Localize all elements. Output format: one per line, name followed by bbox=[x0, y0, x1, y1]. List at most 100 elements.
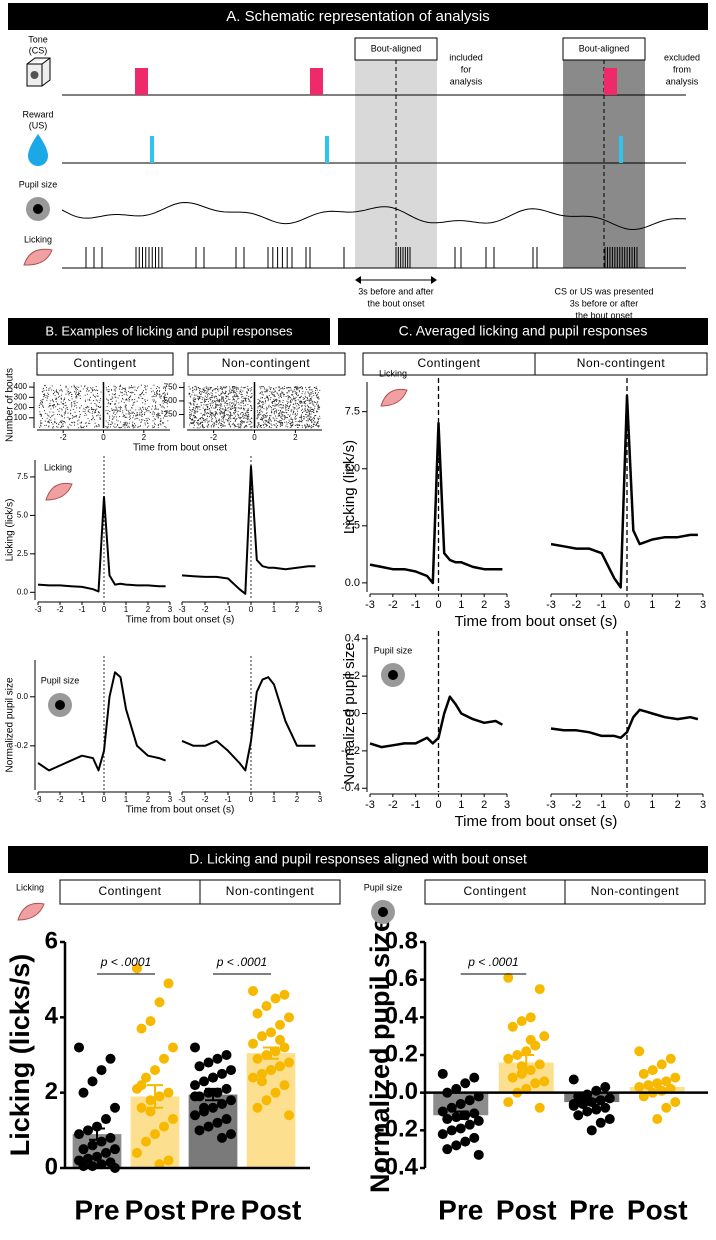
raster-dot bbox=[198, 392, 200, 394]
raster-dot bbox=[299, 420, 302, 422]
raster-dot bbox=[316, 403, 318, 405]
raster-dot bbox=[162, 402, 164, 404]
raster-dot bbox=[265, 415, 267, 417]
raster-dot bbox=[95, 399, 97, 401]
raster-dot bbox=[250, 426, 252, 428]
raster-dot bbox=[105, 420, 107, 422]
raster-dot bbox=[262, 411, 264, 413]
data-point bbox=[464, 1119, 475, 1130]
raster-dot bbox=[297, 424, 299, 426]
raster-dot bbox=[269, 390, 271, 393]
raster-dot bbox=[40, 422, 42, 425]
raster-dot bbox=[244, 408, 246, 410]
raster-dot bbox=[296, 403, 299, 405]
raster-dot bbox=[227, 407, 229, 409]
raster-dot bbox=[97, 390, 99, 392]
raster-dot bbox=[240, 392, 242, 394]
x-tick-label: 1 bbox=[272, 605, 277, 614]
mean-line bbox=[550, 394, 698, 589]
x-tick-label: -2 bbox=[56, 795, 64, 804]
raster-dot bbox=[281, 412, 283, 414]
raster-dot bbox=[286, 409, 288, 411]
raster-dot bbox=[237, 407, 239, 409]
raster-dot bbox=[132, 391, 134, 393]
raster-dot bbox=[247, 421, 249, 423]
raster-dot bbox=[260, 405, 262, 407]
raster-dot bbox=[211, 386, 213, 389]
raster-dot bbox=[247, 385, 249, 387]
raster-dot bbox=[298, 404, 300, 406]
raster-dot bbox=[197, 422, 199, 424]
raster-dot bbox=[246, 409, 248, 411]
raster-dot bbox=[280, 395, 282, 397]
raster-dot bbox=[303, 402, 306, 404]
raster-dot bbox=[207, 390, 209, 392]
raster-dot bbox=[164, 393, 166, 395]
included-label: analysis bbox=[450, 76, 483, 86]
raster-dot bbox=[99, 418, 101, 420]
raster-dot bbox=[307, 420, 309, 422]
data-point bbox=[248, 1072, 258, 1083]
raster-dot bbox=[191, 394, 193, 396]
raster-dot bbox=[157, 412, 159, 414]
raster-dot bbox=[245, 413, 247, 415]
raster-dot bbox=[241, 420, 244, 422]
raster-dot bbox=[210, 392, 212, 394]
raster-dot bbox=[270, 387, 272, 389]
raster-dot bbox=[195, 405, 198, 407]
raster-dot bbox=[266, 388, 268, 390]
data-point bbox=[203, 1087, 214, 1098]
raster-dot bbox=[316, 405, 319, 407]
raster-dot bbox=[124, 421, 126, 423]
raster-dot bbox=[269, 388, 271, 390]
raster-dot bbox=[164, 426, 166, 428]
x-tick-label: -3 bbox=[178, 795, 186, 804]
y-tick-label: 0.0 bbox=[17, 692, 29, 701]
raster-dot bbox=[144, 412, 146, 414]
raster-dot bbox=[132, 412, 134, 414]
raster-dot bbox=[267, 418, 270, 420]
raster-dot bbox=[113, 409, 115, 411]
raster-dot bbox=[221, 401, 223, 403]
raster-dot bbox=[111, 398, 113, 400]
raster-dot bbox=[42, 387, 44, 389]
raster-dot bbox=[112, 418, 114, 420]
raster-dot bbox=[75, 386, 77, 388]
raster-dot bbox=[97, 395, 99, 397]
raster-dot bbox=[251, 422, 253, 424]
raster-dot bbox=[245, 400, 247, 402]
raster-dot bbox=[57, 396, 59, 398]
raster-dot bbox=[235, 402, 237, 404]
raster-dot bbox=[301, 412, 303, 414]
raster-dot bbox=[99, 416, 101, 418]
icon-label: Pupil size bbox=[374, 645, 413, 655]
raster-dot bbox=[219, 422, 221, 424]
raster-dot bbox=[242, 401, 244, 403]
raster-dot bbox=[215, 418, 217, 420]
raster-dot bbox=[264, 422, 266, 424]
raster-dot bbox=[72, 409, 74, 411]
raster-dot bbox=[259, 424, 261, 426]
raster-dot bbox=[316, 408, 319, 410]
raster-dot bbox=[192, 421, 194, 424]
raster-dot bbox=[198, 427, 200, 429]
raster-dot bbox=[107, 422, 109, 424]
raster-dot bbox=[189, 409, 191, 411]
data-point bbox=[469, 1132, 480, 1143]
icon-label: Pupil size bbox=[41, 675, 80, 685]
raster-dot bbox=[301, 425, 303, 427]
raster-dot bbox=[55, 406, 57, 408]
raster-dot bbox=[219, 387, 222, 390]
raster-dot bbox=[138, 409, 140, 411]
raster-dot bbox=[213, 397, 215, 399]
raster-dot bbox=[113, 416, 115, 418]
raster-dot bbox=[240, 389, 242, 391]
raster-dot bbox=[305, 387, 307, 389]
raster-dot bbox=[207, 420, 209, 423]
raster-dot bbox=[241, 411, 243, 414]
raster-dot bbox=[122, 410, 124, 412]
raster-dot bbox=[310, 389, 312, 391]
data-point bbox=[534, 1059, 545, 1070]
raster-dot bbox=[198, 396, 201, 398]
raster-dot bbox=[128, 422, 130, 424]
